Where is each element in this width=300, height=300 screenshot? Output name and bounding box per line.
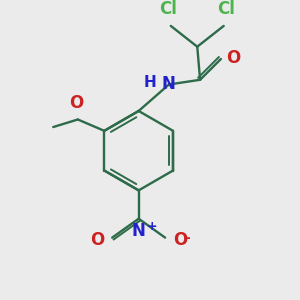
Text: Cl: Cl (218, 0, 236, 18)
Text: +: + (146, 220, 157, 233)
Text: O: O (69, 94, 83, 112)
Text: Cl: Cl (159, 0, 177, 18)
Text: N: N (132, 222, 145, 240)
Text: O: O (226, 49, 241, 67)
Text: N: N (162, 75, 176, 93)
Text: H: H (144, 75, 157, 90)
Text: -: - (184, 231, 190, 244)
Text: O: O (173, 232, 187, 250)
Text: O: O (90, 232, 105, 250)
